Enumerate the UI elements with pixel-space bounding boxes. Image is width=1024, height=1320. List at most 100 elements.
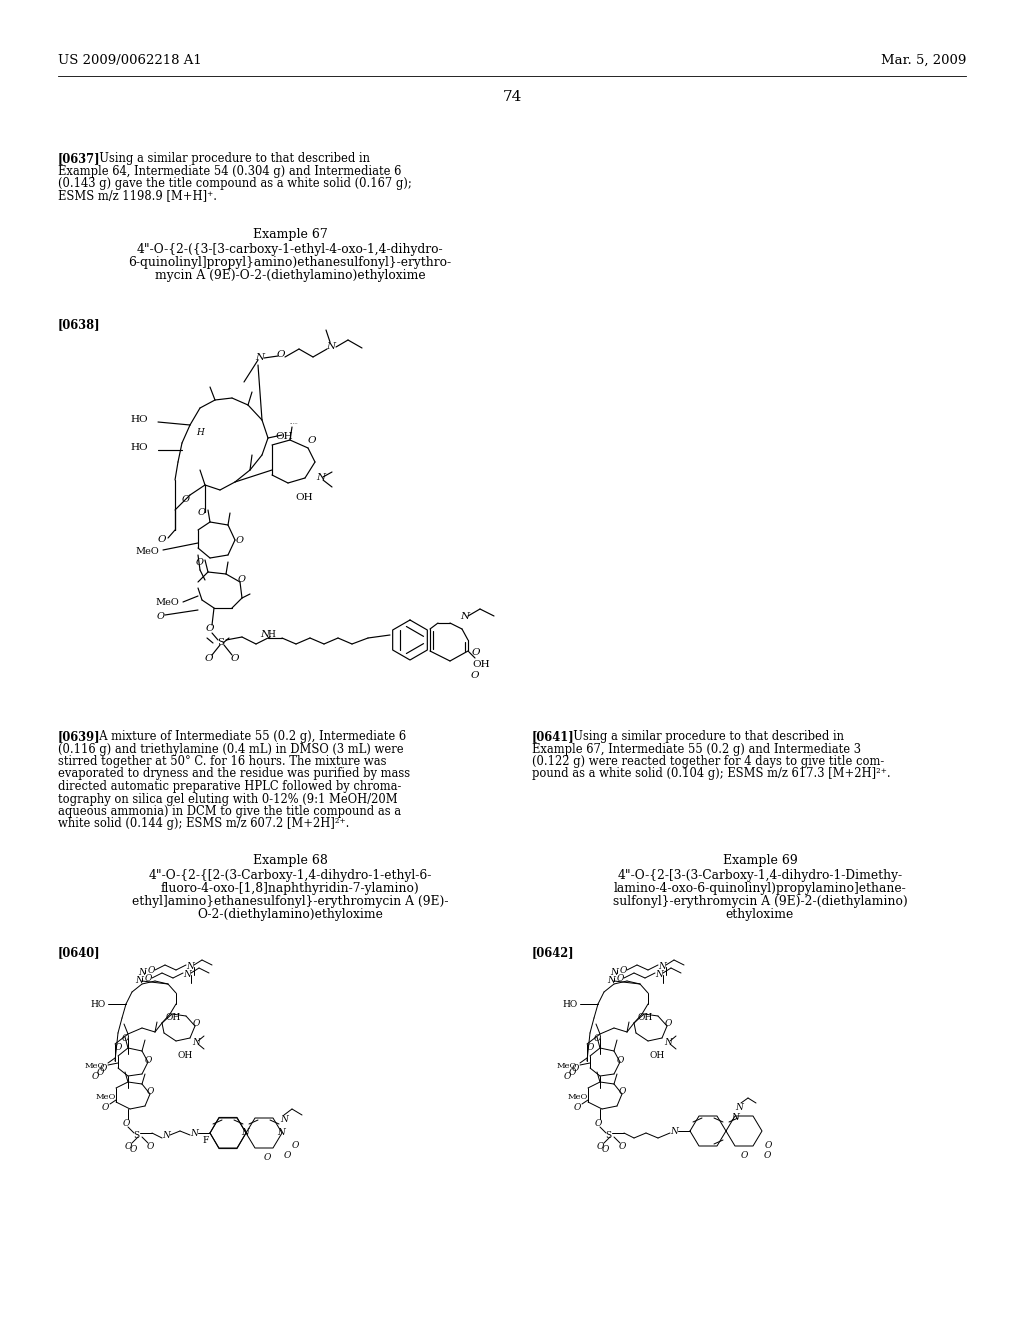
Text: N: N — [670, 1127, 678, 1137]
Text: O: O — [574, 1104, 582, 1111]
Text: 6-quinolinyl]propyl}amino)ethanesulfonyl}-erythro-: 6-quinolinyl]propyl}amino)ethanesulfonyl… — [128, 256, 452, 269]
Text: O: O — [182, 495, 190, 504]
Text: 4"-O-{2-{[2-(3-Carboxy-1,4-dihydro-1-ethyl-6-: 4"-O-{2-{[2-(3-Carboxy-1,4-dihydro-1-eth… — [148, 869, 432, 882]
Text: O: O — [595, 1119, 602, 1129]
Text: O: O — [572, 1064, 580, 1073]
Text: O: O — [145, 1056, 153, 1065]
Text: [0641]: [0641] — [532, 730, 574, 743]
Text: S: S — [133, 1131, 139, 1140]
Text: OH: OH — [649, 1051, 665, 1060]
Text: HO: HO — [130, 444, 147, 451]
Text: US 2009/0062218 A1: US 2009/0062218 A1 — [58, 54, 202, 67]
Text: stirred together at 50° C. for 16 hours. The mixture was: stirred together at 50° C. for 16 hours.… — [58, 755, 386, 768]
Text: tography on silica gel eluting with 0-12% (9:1 MeOH/20M: tography on silica gel eluting with 0-12… — [58, 792, 397, 805]
Text: MeO: MeO — [135, 546, 159, 556]
Text: O: O — [308, 436, 316, 445]
Text: pound as a white solid (0.104 g); ESMS m/z 617.3 [M+2H]²⁺.: pound as a white solid (0.104 g); ESMS m… — [532, 767, 891, 780]
Text: O: O — [597, 1142, 604, 1151]
Text: OH: OH — [177, 1051, 193, 1060]
Text: 4"-O-{2-[3-(3-Carboxy-1,4-dihydro-1-Dimethy-: 4"-O-{2-[3-(3-Carboxy-1,4-dihydro-1-Dime… — [617, 869, 902, 882]
Text: O: O — [196, 558, 204, 568]
Text: O: O — [471, 671, 479, 680]
Text: HO: HO — [562, 1001, 578, 1008]
Text: F: F — [202, 1137, 208, 1144]
Text: Example 67: Example 67 — [253, 228, 328, 242]
Text: aqueous ammonia) in DCM to give the title compound as a: aqueous ammonia) in DCM to give the titl… — [58, 805, 401, 818]
Text: N: N — [735, 1104, 742, 1111]
Text: O: O — [102, 1104, 110, 1111]
Text: N: N — [193, 1038, 200, 1047]
Text: ethyloxime: ethyloxime — [726, 908, 795, 921]
Text: N: N — [183, 970, 190, 979]
Text: Using a similar procedure to that described in: Using a similar procedure to that descri… — [92, 152, 370, 165]
Text: O: O — [618, 1142, 627, 1151]
Text: HO: HO — [130, 414, 147, 424]
Text: O: O — [238, 576, 246, 583]
Text: [0640]: [0640] — [58, 946, 100, 960]
Text: [0639]: [0639] — [58, 730, 100, 743]
Text: N: N — [135, 975, 143, 985]
Text: O: O — [198, 508, 206, 517]
Text: A mixture of Intermediate 55 (0.2 g), Intermediate 6: A mixture of Intermediate 55 (0.2 g), In… — [92, 730, 407, 743]
Text: Using a similar procedure to that described in: Using a similar procedure to that descri… — [566, 730, 844, 743]
Text: O: O — [587, 1043, 594, 1052]
Text: O: O — [125, 1142, 132, 1151]
Text: white solid (0.144 g); ESMS m/z 607.2 [M+2H]²⁺.: white solid (0.144 g); ESMS m/z 607.2 [M… — [58, 817, 349, 830]
Text: O: O — [264, 1152, 271, 1162]
Text: [0642]: [0642] — [532, 946, 574, 960]
Text: O: O — [665, 1019, 673, 1028]
Text: N: N — [241, 1129, 249, 1137]
Text: O-2-(diethylamino)ethyloxime: O-2-(diethylamino)ethyloxime — [197, 908, 383, 921]
Text: N: N — [255, 352, 264, 362]
Text: MeO: MeO — [85, 1063, 105, 1071]
Text: O: O — [620, 966, 628, 975]
Text: 74: 74 — [503, 90, 521, 104]
Text: O: O — [148, 966, 156, 975]
Text: OH: OH — [166, 1012, 181, 1022]
Text: (0.116 g) and triethylamine (0.4 mL) in DMSO (3 mL) were: (0.116 g) and triethylamine (0.4 mL) in … — [58, 742, 403, 755]
Text: N: N — [326, 342, 335, 351]
Text: O: O — [617, 974, 625, 983]
Text: MeO: MeO — [568, 1093, 589, 1101]
Text: sulfonyl}-erythromycin A (9E)-2-(diethylamino): sulfonyl}-erythromycin A (9E)-2-(diethyl… — [612, 895, 907, 908]
Text: O: O — [122, 1034, 129, 1043]
Text: ESMS m/z 1198.9 [M+H]⁺.: ESMS m/z 1198.9 [M+H]⁺. — [58, 190, 217, 202]
Text: N: N — [655, 970, 663, 979]
Text: N: N — [658, 962, 666, 972]
Text: O: O — [115, 1043, 123, 1052]
Text: directed automatic preparative HPLC followed by chroma-: directed automatic preparative HPLC foll… — [58, 780, 401, 793]
Text: Example 67, Intermediate 55 (0.2 g) and Intermediate 3: Example 67, Intermediate 55 (0.2 g) and … — [532, 742, 861, 755]
Text: O: O — [157, 612, 165, 620]
Text: O: O — [472, 648, 480, 657]
Text: [0638]: [0638] — [58, 318, 100, 331]
Text: Mar. 5, 2009: Mar. 5, 2009 — [881, 54, 966, 67]
Text: O: O — [147, 1142, 155, 1151]
Text: N: N — [260, 630, 269, 639]
Text: H: H — [196, 428, 204, 437]
Text: MeO: MeO — [557, 1063, 578, 1071]
Text: O: O — [158, 535, 167, 544]
Text: Example 69: Example 69 — [723, 854, 798, 867]
Text: MeO: MeO — [96, 1093, 117, 1101]
Text: O: O — [130, 1144, 137, 1154]
Text: N: N — [731, 1113, 739, 1122]
Text: O: O — [206, 624, 214, 634]
Text: O: O — [765, 1140, 772, 1150]
Text: O: O — [594, 1034, 601, 1043]
Text: N: N — [280, 1115, 288, 1125]
Text: Example 68: Example 68 — [253, 854, 328, 867]
Text: ethyl]amino}ethanesulfonyl}-erythromycin A (9E)-: ethyl]amino}ethanesulfonyl}-erythromycin… — [132, 895, 449, 908]
Text: HO: HO — [90, 1001, 105, 1008]
Text: O: O — [569, 1068, 577, 1077]
Text: lamino-4-oxo-6-quinolinyl)propylamino]ethane-: lamino-4-oxo-6-quinolinyl)propylamino]et… — [613, 882, 906, 895]
Text: H: H — [267, 630, 274, 639]
Text: O: O — [145, 974, 153, 983]
Text: O: O — [278, 350, 286, 359]
Text: O: O — [618, 1086, 627, 1096]
Text: N: N — [664, 1038, 672, 1047]
Text: N: N — [162, 1131, 170, 1140]
Text: S: S — [605, 1131, 611, 1140]
Text: O: O — [284, 1151, 292, 1160]
Text: O: O — [193, 1019, 201, 1028]
Text: O: O — [123, 1119, 130, 1129]
